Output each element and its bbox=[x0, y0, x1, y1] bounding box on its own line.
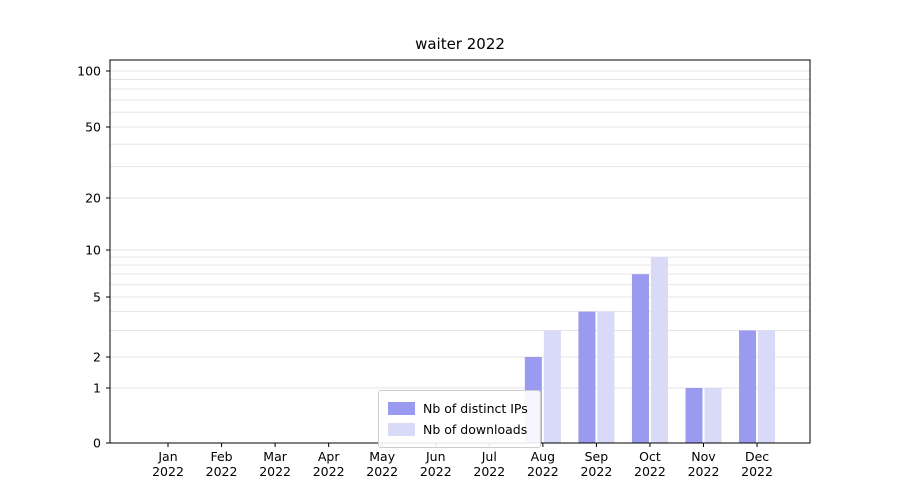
svg-text:100: 100 bbox=[77, 64, 101, 79]
x-tick-labels: Jan2022Feb2022Mar2022Apr2022May2022Jun20… bbox=[152, 449, 773, 479]
svg-text:Jul: Jul bbox=[481, 449, 497, 464]
svg-text:2022: 2022 bbox=[366, 464, 398, 479]
chart-title: waiter 2022 bbox=[415, 35, 505, 53]
y-tick-labels: 0 1 2 5 10 20 50 100 bbox=[77, 64, 101, 451]
series-1 bbox=[543, 257, 776, 443]
svg-text:1: 1 bbox=[93, 381, 101, 396]
svg-text:2022: 2022 bbox=[420, 464, 452, 479]
legend-swatch-distinct-ips bbox=[388, 402, 415, 415]
svg-text:2022: 2022 bbox=[527, 464, 559, 479]
svg-text:2: 2 bbox=[93, 350, 101, 365]
svg-text:2022: 2022 bbox=[741, 464, 773, 479]
svg-text:5: 5 bbox=[93, 290, 101, 305]
svg-text:50: 50 bbox=[85, 120, 101, 135]
legend-label-downloads: Nb of downloads bbox=[423, 422, 528, 437]
legend-swatch-downloads bbox=[388, 423, 415, 436]
svg-text:2022: 2022 bbox=[206, 464, 238, 479]
legend: Nb of distinct IPs Nb of downloads bbox=[378, 390, 541, 448]
axes bbox=[109, 59, 811, 444]
legend-item-downloads: Nb of downloads bbox=[388, 419, 528, 440]
legend-item-distinct-ips: Nb of distinct IPs bbox=[388, 398, 528, 419]
svg-text:Feb: Feb bbox=[210, 449, 232, 464]
svg-text:Jun: Jun bbox=[425, 449, 446, 464]
svg-text:10: 10 bbox=[85, 243, 101, 258]
legend-label-distinct-ips: Nb of distinct IPs bbox=[423, 401, 528, 416]
svg-text:Nov: Nov bbox=[691, 449, 716, 464]
svg-text:2022: 2022 bbox=[473, 464, 505, 479]
svg-text:2022: 2022 bbox=[259, 464, 291, 479]
svg-text:0: 0 bbox=[93, 436, 101, 451]
svg-text:20: 20 bbox=[85, 191, 101, 206]
svg-text:2022: 2022 bbox=[580, 464, 612, 479]
svg-text:Oct: Oct bbox=[639, 449, 661, 464]
gridlines bbox=[110, 70, 810, 389]
svg-text:2022: 2022 bbox=[688, 464, 720, 479]
svg-text:2022: 2022 bbox=[634, 464, 666, 479]
svg-text:2022: 2022 bbox=[152, 464, 184, 479]
svg-text:Dec: Dec bbox=[745, 449, 769, 464]
svg-text:Mar: Mar bbox=[263, 449, 287, 464]
svg-text:Apr: Apr bbox=[318, 449, 340, 464]
svg-text:May: May bbox=[369, 449, 395, 464]
bar-series bbox=[524, 257, 776, 443]
svg-text:2022: 2022 bbox=[313, 464, 345, 479]
svg-text:Sep: Sep bbox=[585, 449, 609, 464]
svg-text:Aug: Aug bbox=[531, 449, 555, 464]
svg-text:Jan: Jan bbox=[157, 449, 177, 464]
